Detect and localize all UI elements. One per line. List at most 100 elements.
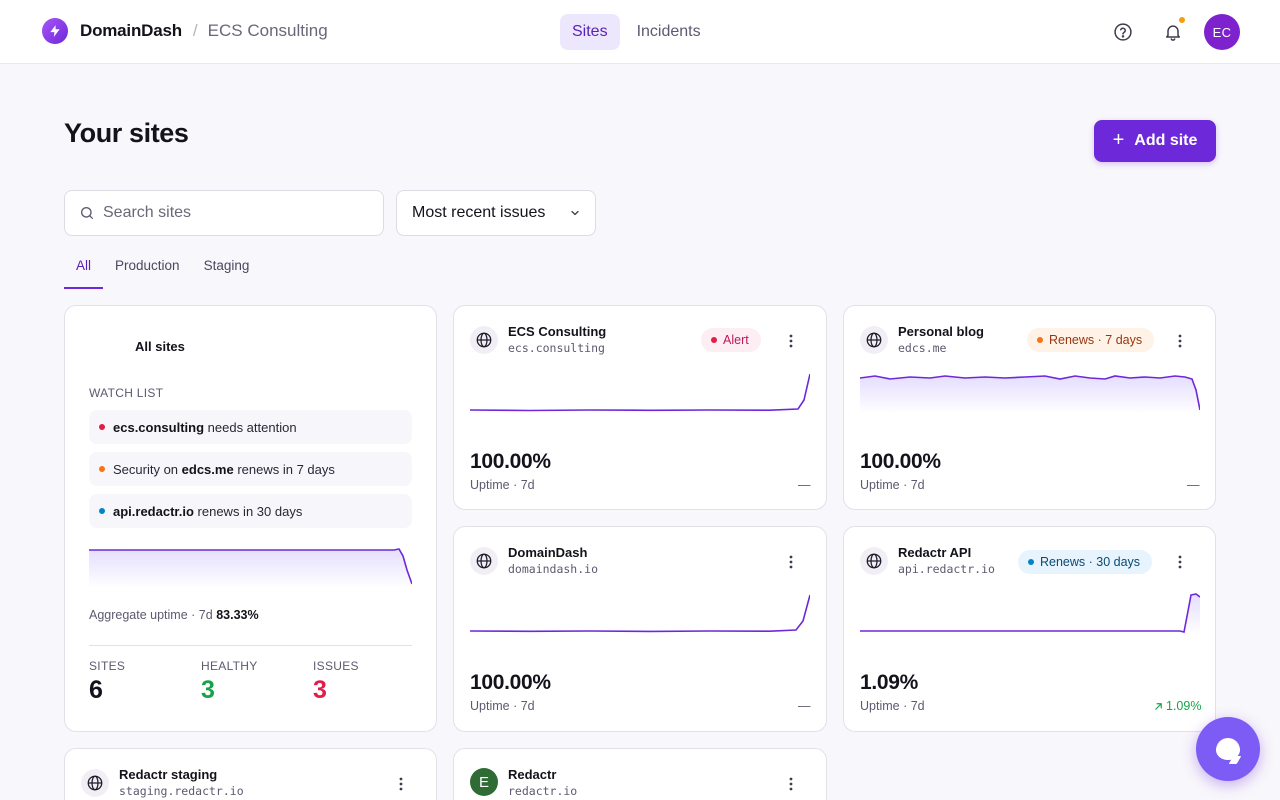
chevron-down-icon <box>569 207 581 219</box>
stat-issues-value: 3 <box>313 676 327 704</box>
site-name: Redactr API <box>898 545 972 560</box>
site-domain: api.redactr.io <box>898 562 995 576</box>
kebab-icon <box>789 555 793 569</box>
aggregate-uptime-value: 83.33% <box>216 608 259 622</box>
site-favicon: E <box>470 768 498 796</box>
site-domain: staging.redactr.io <box>119 784 244 798</box>
user-avatar[interactable]: EC <box>1204 14 1240 50</box>
sort-label: Most recent issues <box>412 204 546 221</box>
bolt-icon <box>42 18 68 44</box>
watch-item-text: renews in 30 days <box>193 503 303 519</box>
site-domain: edcs.me <box>898 341 947 355</box>
breadcrumb-separator: / <box>192 21 198 40</box>
tab-all[interactable]: All <box>64 252 104 289</box>
site-card[interactable]: ECS Consulting ecs.consulting Alert 100.… <box>453 305 827 510</box>
watch-item-domain: api.redactr.io <box>113 503 194 519</box>
uptime-trend: — <box>798 478 811 492</box>
uptime-trend: — <box>798 699 811 713</box>
uptime-sparkline <box>860 375 1200 414</box>
globe-icon <box>860 547 888 575</box>
site-menu-button[interactable] <box>781 331 801 351</box>
watch-item-text: renews in 7 days <box>233 461 335 477</box>
top-bar: DomainDash / ECS Consulting Sites Incide… <box>0 0 1280 64</box>
badge-dot <box>1037 337 1043 343</box>
add-site-button[interactable]: + Add site <box>1094 120 1216 162</box>
add-site-label: Add site <box>1134 132 1198 149</box>
site-card[interactable]: E Redactr redactr.io <box>453 748 827 800</box>
kebab-icon <box>789 777 793 791</box>
site-domain: redactr.io <box>508 784 578 798</box>
badge-label: Renews · 7 days <box>1049 333 1143 347</box>
sort-select[interactable]: Most recent issues <box>396 190 596 236</box>
aggregate-uptime-sparkline <box>89 548 412 588</box>
uptime-trend: — <box>1187 478 1200 492</box>
aggregate-uptime: Aggregate uptime · 7d 83.33% <box>89 608 259 622</box>
uptime-label: Uptime · 7d <box>470 478 535 492</box>
kebab-icon <box>1178 334 1182 348</box>
status-dot <box>99 466 105 472</box>
uptime-value: 100.00% <box>860 450 941 473</box>
site-menu-button[interactable] <box>391 774 411 794</box>
uptime-sparkline <box>860 593 1200 635</box>
all-sites-card: All sites WATCH LIST ecs.consulting need… <box>64 305 437 732</box>
uptime-label: Uptime · 7d <box>470 699 535 713</box>
uptime-value: 1.09% <box>860 671 919 694</box>
status-badge: Renews · 7 days <box>1027 328 1155 352</box>
site-name: Redactr <box>508 767 557 782</box>
site-domain: domaindash.io <box>508 562 599 576</box>
badge-dot <box>1028 559 1034 565</box>
nav-tab-incidents[interactable]: Incidents <box>636 23 701 40</box>
page-title: Your sites <box>64 118 189 148</box>
badge-label: Renews · 30 days <box>1040 555 1141 569</box>
site-name: Personal blog <box>898 324 984 339</box>
search-input[interactable] <box>103 204 363 222</box>
plus-icon: + <box>1112 128 1125 151</box>
tab-staging[interactable]: Staging <box>203 258 250 273</box>
main-nav: Sites Incidents <box>560 14 718 50</box>
kebab-icon <box>399 777 403 791</box>
status-dot <box>99 424 105 430</box>
site-menu-button[interactable] <box>781 774 801 794</box>
status-badge: Renews · 30 days <box>1018 550 1153 574</box>
globe-icon <box>860 326 888 354</box>
status-badge: Alert <box>701 328 761 352</box>
uptime-value: 100.00% <box>470 671 551 694</box>
site-card[interactable]: DomainDash domaindash.io 100.00% Uptime … <box>453 526 827 732</box>
site-card[interactable]: Redactr API api.redactr.io Renews · 30 d… <box>843 526 1216 732</box>
uptime-value: 100.00% <box>470 450 551 473</box>
brand-name: DomainDash <box>80 21 182 40</box>
globe-icon <box>470 326 498 354</box>
uptime-label: Uptime · 7d <box>860 699 925 713</box>
help-button[interactable] <box>1111 20 1135 44</box>
uptime-label: Uptime · 7d <box>860 478 925 492</box>
chat-button[interactable] <box>1196 717 1260 781</box>
watch-item[interactable]: Security on edcs.me renews in 7 days <box>89 452 412 486</box>
watch-item-domain: edcs.me <box>181 461 234 477</box>
nav-tab-sites[interactable]: Sites <box>560 14 620 50</box>
site-menu-button[interactable] <box>781 552 801 572</box>
bell-icon <box>1166 25 1180 41</box>
stat-healthy-label: HEALTHY <box>201 659 258 673</box>
tab-production[interactable]: Production <box>115 258 180 273</box>
breadcrumb-org[interactable]: ECS Consulting <box>207 21 328 40</box>
globe-icon <box>81 769 109 797</box>
uptime-trend: 1.09% <box>1153 699 1201 713</box>
site-name: ECS Consulting <box>508 324 607 339</box>
watch-item[interactable]: api.redactr.io renews in 30 days <box>89 494 412 528</box>
site-domain: ecs.consulting <box>508 341 605 355</box>
site-menu-button[interactable] <box>1170 552 1190 572</box>
stat-issues-label: ISSUES <box>313 659 359 673</box>
watch-item-domain: ecs.consulting <box>113 419 205 435</box>
brand[interactable]: DomainDash / ECS Consulting <box>42 18 328 44</box>
stat-sites-value: 6 <box>89 676 103 704</box>
watch-item[interactable]: ecs.consulting needs attention <box>89 410 412 444</box>
filter-tabs: All Production Staging <box>64 252 1216 289</box>
search-box <box>64 190 384 236</box>
uptime-sparkline <box>470 594 810 633</box>
site-card[interactable]: Personal blog edcs.me Renews · 7 days 10… <box>843 305 1216 510</box>
watch-item-text: needs attention <box>204 419 297 435</box>
site-card[interactable]: Redactr staging staging.redactr.io <box>64 748 437 800</box>
notifications-button[interactable] <box>1161 17 1185 44</box>
site-name: DomainDash <box>508 545 588 560</box>
site-menu-button[interactable] <box>1170 331 1190 351</box>
